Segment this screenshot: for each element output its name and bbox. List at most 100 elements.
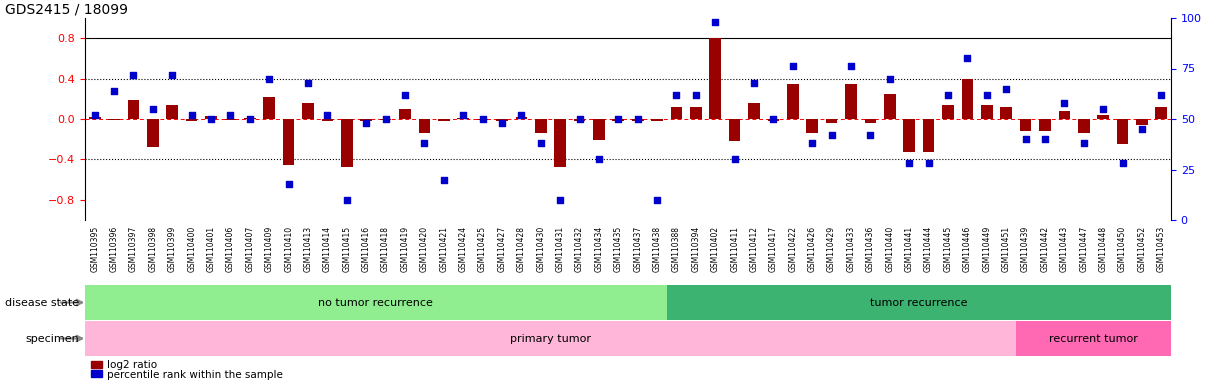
Bar — [303, 103, 314, 119]
Bar — [690, 107, 702, 119]
Point — [1074, 140, 1094, 146]
Bar — [1098, 115, 1109, 119]
Point — [85, 112, 105, 118]
Text: percentile rank within the sample: percentile rank within the sample — [107, 370, 283, 380]
Bar — [943, 105, 954, 119]
Point — [143, 106, 162, 112]
Bar — [632, 119, 643, 121]
Bar — [980, 105, 993, 119]
Bar — [186, 119, 198, 121]
Bar — [205, 116, 217, 119]
Bar — [85, 321, 1016, 356]
Bar — [283, 119, 294, 166]
Point — [996, 86, 1016, 92]
Bar — [419, 119, 430, 133]
Bar — [864, 119, 877, 123]
Bar — [825, 119, 838, 123]
Bar — [321, 119, 333, 121]
Point — [241, 116, 260, 122]
Point — [706, 19, 725, 25]
Bar — [729, 119, 740, 141]
Text: recurrent tumor: recurrent tumor — [1049, 333, 1138, 344]
Bar — [806, 119, 818, 133]
Bar — [380, 119, 392, 120]
Point — [608, 116, 628, 122]
Bar — [884, 94, 896, 119]
Point — [531, 140, 551, 146]
Bar — [788, 84, 799, 119]
Bar — [1155, 107, 1167, 119]
Point — [686, 92, 706, 98]
Bar — [904, 119, 915, 152]
Bar — [1020, 119, 1032, 131]
Point — [570, 116, 590, 122]
Bar — [1016, 321, 1171, 356]
Point — [841, 63, 861, 70]
Point — [317, 112, 337, 118]
Bar — [1136, 119, 1148, 125]
Bar — [1059, 111, 1070, 119]
Point — [977, 92, 996, 98]
Point — [298, 79, 317, 86]
Bar — [496, 119, 508, 121]
Point — [1016, 136, 1035, 142]
Bar — [166, 105, 178, 119]
Point — [763, 116, 783, 122]
Text: tumor recurrence: tumor recurrence — [871, 298, 968, 308]
Bar — [147, 119, 159, 147]
Bar — [748, 103, 759, 119]
Text: log2 ratio: log2 ratio — [107, 361, 158, 371]
Bar — [515, 117, 527, 119]
Bar — [593, 119, 604, 140]
Point — [628, 116, 647, 122]
Text: primary tumor: primary tumor — [510, 333, 591, 344]
Bar — [768, 119, 779, 121]
Point — [201, 116, 221, 122]
Bar — [845, 84, 857, 119]
Point — [357, 120, 376, 126]
Point — [337, 197, 357, 203]
Point — [473, 116, 492, 122]
Point — [1112, 161, 1132, 167]
Point — [900, 161, 919, 167]
Bar — [264, 97, 275, 119]
Point — [492, 120, 512, 126]
Point — [260, 76, 280, 82]
Point — [221, 112, 241, 118]
Bar — [89, 117, 100, 119]
Point — [802, 140, 822, 146]
Bar — [1039, 119, 1051, 131]
Bar — [1117, 119, 1128, 144]
Point — [919, 161, 939, 167]
Text: specimen: specimen — [26, 333, 79, 344]
Point — [667, 92, 686, 98]
Text: GDS2415 / 18099: GDS2415 / 18099 — [5, 3, 128, 17]
Bar — [438, 119, 449, 121]
Bar — [1000, 107, 1012, 119]
Bar — [128, 100, 139, 119]
Point — [880, 76, 900, 82]
Point — [938, 92, 957, 98]
Point — [162, 71, 182, 78]
Bar — [709, 38, 722, 119]
Bar — [667, 285, 1171, 320]
Point — [396, 92, 415, 98]
Point — [745, 79, 764, 86]
Point — [453, 112, 473, 118]
Point — [376, 116, 396, 122]
Point — [182, 112, 201, 118]
Point — [725, 156, 745, 162]
Bar — [458, 118, 469, 119]
Point — [590, 156, 609, 162]
Bar — [109, 119, 120, 120]
Point — [957, 55, 977, 61]
Bar — [923, 119, 934, 152]
Point — [1151, 92, 1171, 98]
Bar — [476, 119, 488, 120]
Point — [783, 63, 802, 70]
Bar — [399, 109, 410, 119]
Text: disease state: disease state — [5, 298, 79, 308]
Bar — [341, 119, 353, 167]
Point — [647, 197, 667, 203]
Point — [433, 177, 453, 183]
